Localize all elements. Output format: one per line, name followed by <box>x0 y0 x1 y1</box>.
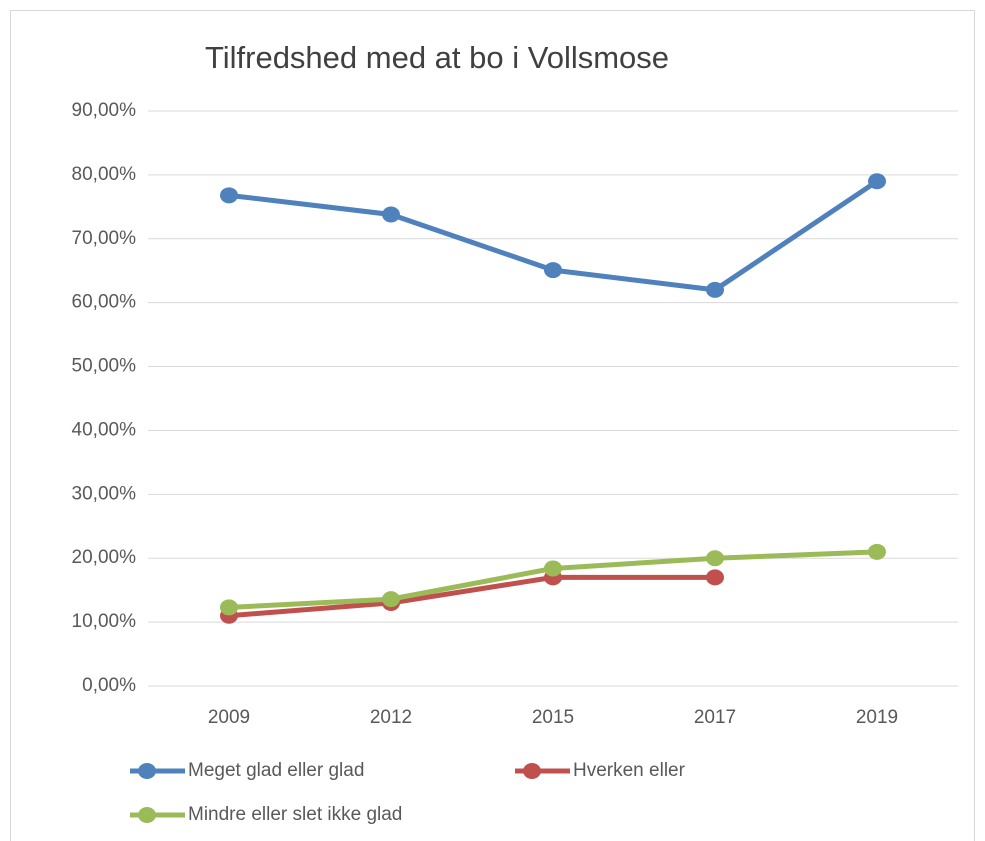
point-marker <box>706 550 724 567</box>
chart-title: Tilfredshed med at bo i Vollsmose <box>205 40 669 75</box>
legend-label: Mindre eller slet ikke glad <box>188 804 402 825</box>
y-tick-label: 80,00% <box>72 164 137 185</box>
series-line <box>228 574 715 619</box>
point-marker <box>868 173 886 190</box>
y-tick-label: 90,00% <box>72 100 137 121</box>
y-tick-label: 30,00% <box>72 483 137 504</box>
point-marker <box>220 187 238 204</box>
point-marker <box>382 591 400 608</box>
y-tick-label: 20,00% <box>72 547 137 568</box>
legend-label: Meget glad eller glad <box>188 760 364 781</box>
point-marker <box>220 599 238 616</box>
y-tick-label: 70,00% <box>72 228 137 249</box>
point-marker <box>382 206 400 223</box>
x-tick-label: 2019 <box>856 707 898 728</box>
x-tick-label: 2017 <box>694 707 736 728</box>
y-tick-label: 50,00% <box>72 356 137 377</box>
point-marker <box>544 560 562 577</box>
chart-frame <box>10 10 975 841</box>
y-tick-label: 10,00% <box>72 611 137 632</box>
point-marker <box>706 569 724 586</box>
y-tick-label: 40,00% <box>72 419 137 440</box>
legend-marker <box>138 763 156 779</box>
y-tick-label: 60,00% <box>72 292 137 313</box>
point-marker <box>706 281 724 298</box>
x-tick-label: 2009 <box>208 707 250 728</box>
legend-marker <box>138 807 156 823</box>
x-tick-label: 2012 <box>370 707 412 728</box>
x-tick-label: 2015 <box>532 707 574 728</box>
legend-marker <box>523 763 541 779</box>
point-marker <box>544 262 562 279</box>
point-marker <box>868 543 886 560</box>
y-tick-label: 0,00% <box>82 675 136 696</box>
legend-label: Hverken eller <box>573 760 686 781</box>
